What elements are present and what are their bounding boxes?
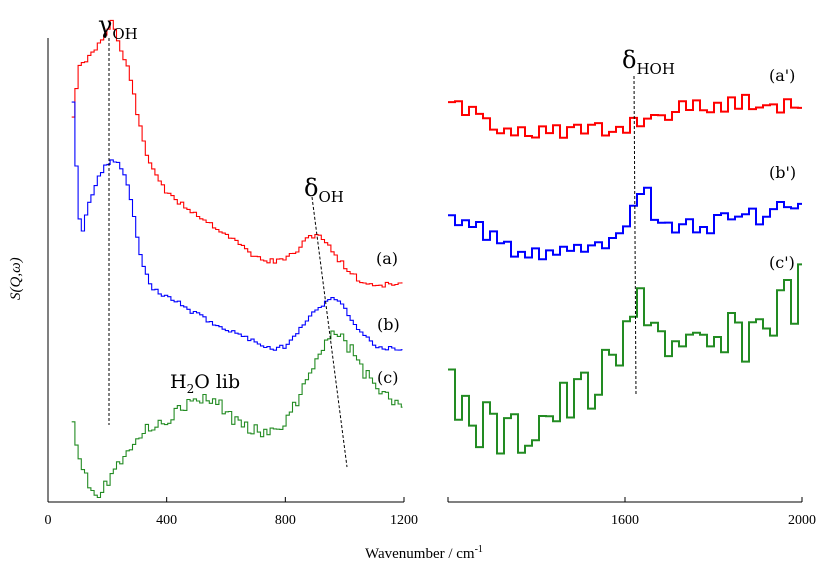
series-line	[71, 330, 403, 499]
x-tick-label: 400	[156, 513, 177, 528]
left-panel: 0 400 800 1200 γOH δOH H2O lib (a) (b) (c)	[45, 11, 419, 528]
delta-oh-label: δOH	[304, 174, 344, 206]
series-label-b-prime: (b')	[769, 163, 796, 182]
x-tick-label: 1600	[611, 513, 639, 528]
series-label-b: (b)	[377, 315, 400, 334]
series-label-c: (c)	[377, 368, 398, 387]
series-line	[448, 263, 802, 455]
series-line	[71, 19, 403, 288]
series-line	[71, 101, 403, 351]
series-label-a-prime: (a')	[769, 66, 795, 85]
x-tick-label: 800	[275, 513, 296, 528]
x-tick-label: 0	[45, 513, 52, 528]
delta-oh-guide	[311, 196, 348, 468]
right-x-ticks: 1600 2000	[447, 497, 816, 528]
series-label-c-prime: (c')	[769, 253, 795, 272]
left-series-group	[71, 19, 403, 499]
y-axis-title: S(Q,ω)	[8, 257, 24, 300]
delta-hoh-guide	[633, 75, 637, 397]
x-tick-label: 2000	[788, 513, 816, 528]
left-x-ticks: 0 400 800 1200	[45, 497, 418, 528]
x-tick-label: 1200	[390, 513, 418, 528]
gamma-oh-label: γOH	[98, 11, 138, 43]
delta-hoh-label: δHOH	[622, 46, 675, 78]
right-series-group	[448, 93, 802, 455]
x-axis-title: Wavenumber / cm-1	[365, 544, 483, 562]
h2o-lib-label: H2O lib	[170, 371, 240, 396]
series-line	[448, 93, 802, 139]
series-label-a: (a)	[376, 249, 398, 268]
series-line	[448, 186, 802, 261]
right-panel: 1600 2000 δHOH (a') (b') (c')	[447, 46, 816, 528]
